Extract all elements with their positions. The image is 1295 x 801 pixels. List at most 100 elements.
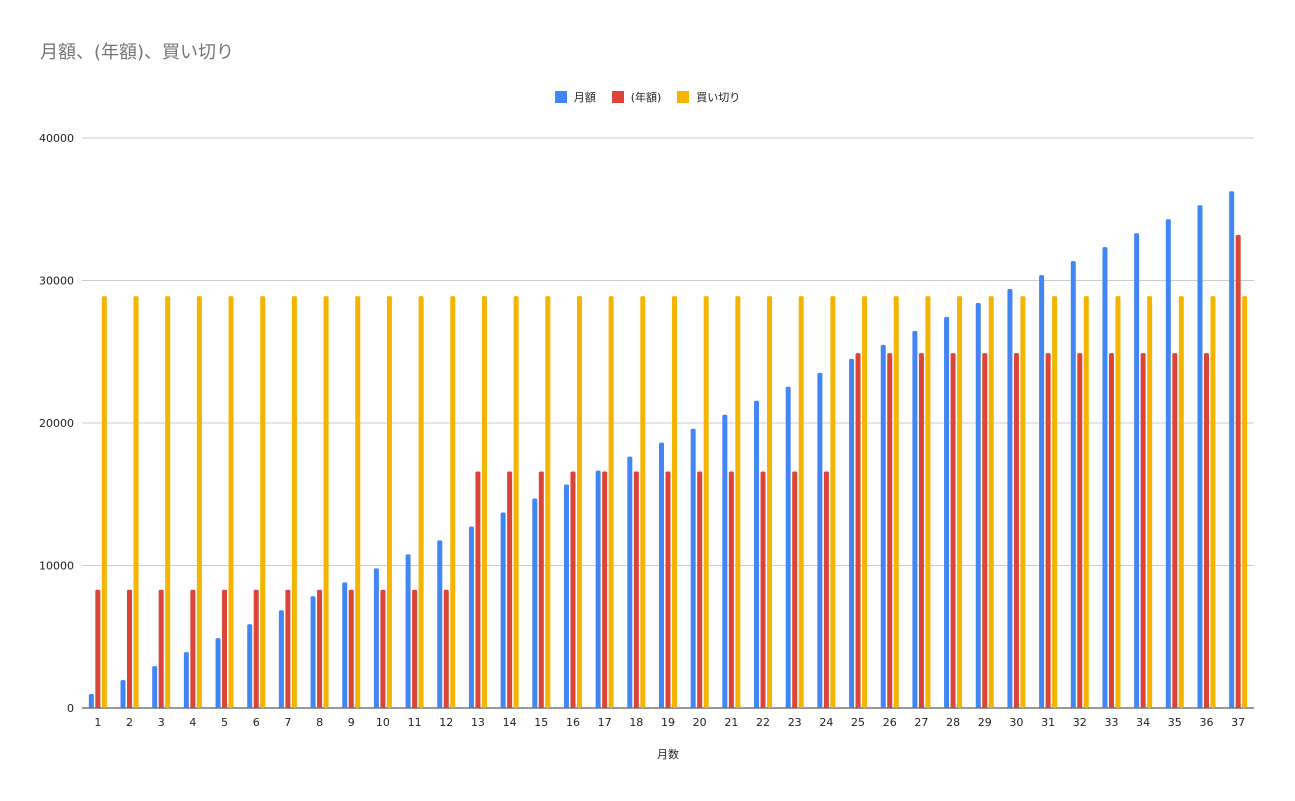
bar-monthly: [627, 456, 633, 708]
legend-item-monthly[interactable]: 月額: [554, 89, 596, 105]
x-axis-label: 月数: [657, 748, 679, 761]
bar-monthly: [152, 666, 158, 708]
bar-monthly: [817, 372, 823, 708]
bar-annual: [443, 589, 449, 708]
x-tick-label: 23: [788, 716, 802, 729]
bar-annual: [158, 589, 164, 708]
bar-buyout: [862, 296, 868, 708]
legend: 月額 (年額) 買い切り: [0, 89, 1295, 105]
bar-annual: [1108, 353, 1114, 708]
bar-monthly: [1102, 247, 1108, 708]
y-tick-label: 30000: [39, 275, 74, 288]
x-tick-label: 31: [1041, 716, 1055, 729]
x-tick-label: 22: [756, 716, 770, 729]
x-tick-label: 14: [503, 716, 517, 729]
bar-monthly: [975, 303, 981, 708]
bar-annual: [697, 471, 703, 708]
bar-buyout: [228, 296, 234, 708]
bar-monthly: [944, 316, 950, 708]
bar-buyout: [1147, 296, 1153, 708]
bar-buyout: [133, 296, 139, 708]
bar-buyout: [830, 296, 836, 708]
bar-annual: [855, 353, 861, 708]
x-tick-label: 28: [946, 716, 960, 729]
bar-monthly: [1039, 275, 1045, 708]
x-tick-label: 37: [1231, 716, 1245, 729]
x-tick-label: 27: [914, 716, 928, 729]
legend-swatch-buyout: [677, 91, 690, 103]
bar-annual: [1203, 353, 1209, 708]
bar-monthly: [880, 344, 886, 708]
bar-monthly: [785, 386, 791, 708]
bar-monthly: [373, 568, 379, 708]
y-tick-label: 20000: [39, 417, 74, 430]
bar-monthly: [247, 624, 253, 708]
x-tick-label: 1: [94, 716, 101, 729]
x-tick-label: 7: [284, 716, 291, 729]
bar-monthly: [1229, 191, 1235, 709]
bar-buyout: [481, 296, 487, 708]
bar-monthly: [468, 526, 474, 708]
bar-buyout: [957, 296, 963, 708]
bar-buyout: [1115, 296, 1121, 708]
bar-annual: [1235, 234, 1241, 708]
bar-monthly: [437, 540, 443, 708]
bar-annual: [507, 471, 513, 708]
x-tick-label: 33: [1104, 716, 1118, 729]
bar-monthly: [405, 554, 411, 708]
bar-buyout: [767, 296, 773, 708]
bar-buyout: [165, 296, 171, 708]
bar-buyout: [735, 296, 741, 708]
x-tick-label: 26: [883, 716, 897, 729]
bar-monthly: [120, 680, 126, 708]
bar-monthly: [563, 484, 569, 708]
x-tick-label: 8: [316, 716, 323, 729]
legend-item-annual[interactable]: (年額): [611, 89, 662, 105]
bar-buyout: [1242, 296, 1248, 708]
bar-buyout: [1052, 296, 1058, 708]
bar-buyout: [893, 296, 899, 708]
bar-annual: [317, 589, 323, 708]
bar-buyout: [450, 296, 456, 708]
x-tick-label: 17: [598, 716, 612, 729]
bar-annual: [1045, 353, 1051, 708]
bar-buyout: [988, 296, 994, 708]
bar-annual: [665, 471, 671, 708]
bar-annual: [412, 589, 418, 708]
bar-annual: [633, 471, 639, 708]
bar-annual: [1140, 353, 1146, 708]
bar-monthly: [754, 400, 760, 708]
bar-annual: [380, 589, 386, 708]
bar-annual: [760, 471, 766, 708]
x-tick-label: 5: [221, 716, 228, 729]
bar-annual: [190, 589, 196, 708]
bar-monthly: [1070, 261, 1076, 708]
x-tick-label: 11: [408, 716, 422, 729]
bar-monthly: [912, 330, 918, 708]
bar-annual: [950, 353, 956, 708]
x-tick-label: 20: [693, 716, 707, 729]
bar-annual: [1172, 353, 1178, 708]
legend-item-buyout[interactable]: 買い切り: [677, 89, 740, 105]
bar-buyout: [672, 296, 677, 708]
bar-buyout: [291, 296, 297, 708]
bar-buyout: [1178, 296, 1184, 708]
x-tick-label: 21: [724, 716, 738, 729]
legend-label-annual: (年額): [630, 91, 662, 104]
bar-buyout: [260, 296, 266, 708]
legend-swatch-monthly: [554, 91, 567, 103]
bar-annual: [538, 471, 544, 708]
bar-annual: [1013, 353, 1019, 708]
x-tick-label: 35: [1168, 716, 1182, 729]
bar-monthly: [500, 512, 506, 708]
bar-annual: [823, 471, 829, 708]
bar-buyout: [640, 296, 646, 708]
x-tick-label: 30: [1009, 716, 1023, 729]
bar-annual: [1077, 353, 1083, 708]
bar-annual: [475, 471, 481, 708]
x-tick-label: 25: [851, 716, 865, 729]
x-tick-label: 36: [1199, 716, 1213, 729]
bar-monthly: [659, 442, 664, 708]
bar-buyout: [703, 296, 709, 708]
bar-monthly: [595, 470, 601, 708]
